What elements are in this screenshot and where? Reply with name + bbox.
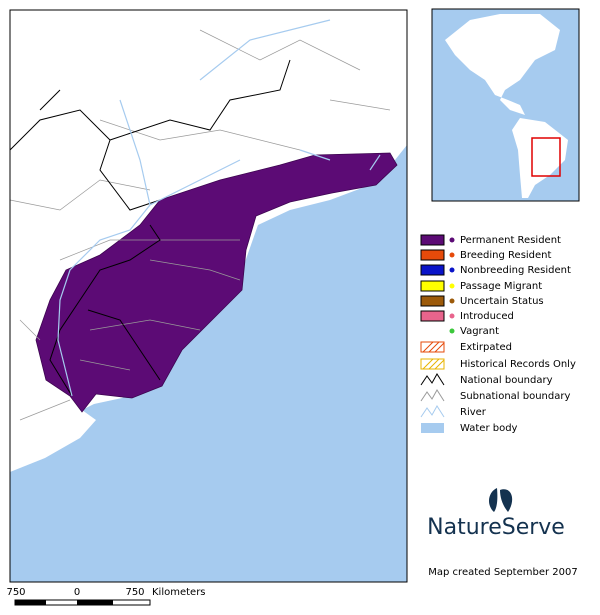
legend-line	[420, 405, 445, 418]
legend-label: Nonbreeding Resident	[460, 265, 571, 276]
legend-line	[420, 373, 445, 386]
scale-label: 0	[74, 587, 80, 598]
legend-line	[420, 389, 445, 402]
legend-label: Breeding Resident	[460, 250, 552, 261]
inset-map	[431, 8, 580, 202]
scale-segment	[77, 600, 113, 605]
legend-dot	[449, 313, 455, 319]
legend-label: Subnational boundary	[460, 391, 570, 402]
legend-label: Extirpated	[460, 342, 512, 353]
legend-label: Passage Migrant	[460, 281, 542, 292]
legend-label: Introduced	[460, 311, 514, 322]
legend-swatch	[420, 310, 445, 322]
legend-dot	[449, 252, 455, 258]
legend-hatch	[422, 341, 445, 353]
legend: Permanent Resident Breeding Resident Non…	[420, 234, 576, 434]
subnational-boundary	[9, 29, 391, 421]
legend-swatch	[420, 234, 445, 246]
north-america	[445, 14, 560, 115]
inset-extent	[531, 137, 561, 177]
national-boundary	[9, 59, 291, 397]
scale-segment	[15, 600, 46, 605]
scale-label: 750	[125, 587, 144, 598]
logo: NatureServe	[427, 488, 565, 540]
legend-label: Water body	[460, 423, 518, 434]
legend-dot	[449, 298, 455, 304]
scale-bar: 750 0 750 Kilometers	[6, 587, 206, 606]
map-frame	[9, 9, 408, 583]
scale-unit: Kilometers	[152, 587, 206, 598]
legend-label: Permanent Resident	[460, 235, 561, 246]
legend-dot	[449, 283, 455, 289]
legend-swatch	[420, 280, 445, 292]
legend-dot	[449, 237, 455, 243]
legend-swatch	[420, 295, 445, 307]
legend-label: National boundary	[460, 375, 553, 386]
legend-dot	[449, 328, 455, 334]
credit: Map created September 2007	[428, 567, 577, 578]
legend-label: Vagrant	[460, 326, 499, 337]
legend-swatch	[421, 423, 444, 433]
legend-label: Uncertain Status	[460, 296, 544, 307]
scale-label: 750	[6, 587, 25, 598]
legend-dot	[449, 267, 455, 273]
logo-butterfly	[488, 488, 513, 512]
legend-swatch	[420, 264, 445, 276]
river	[57, 19, 381, 397]
logo-text: NatureServe	[427, 515, 565, 540]
legend-label: Historical Records Only	[460, 359, 576, 370]
legend-label: River	[460, 407, 487, 418]
main-map	[9, 9, 408, 583]
legend-swatch	[420, 249, 445, 261]
legend-hatch	[422, 358, 445, 370]
range-permanent-resident	[35, 152, 398, 413]
